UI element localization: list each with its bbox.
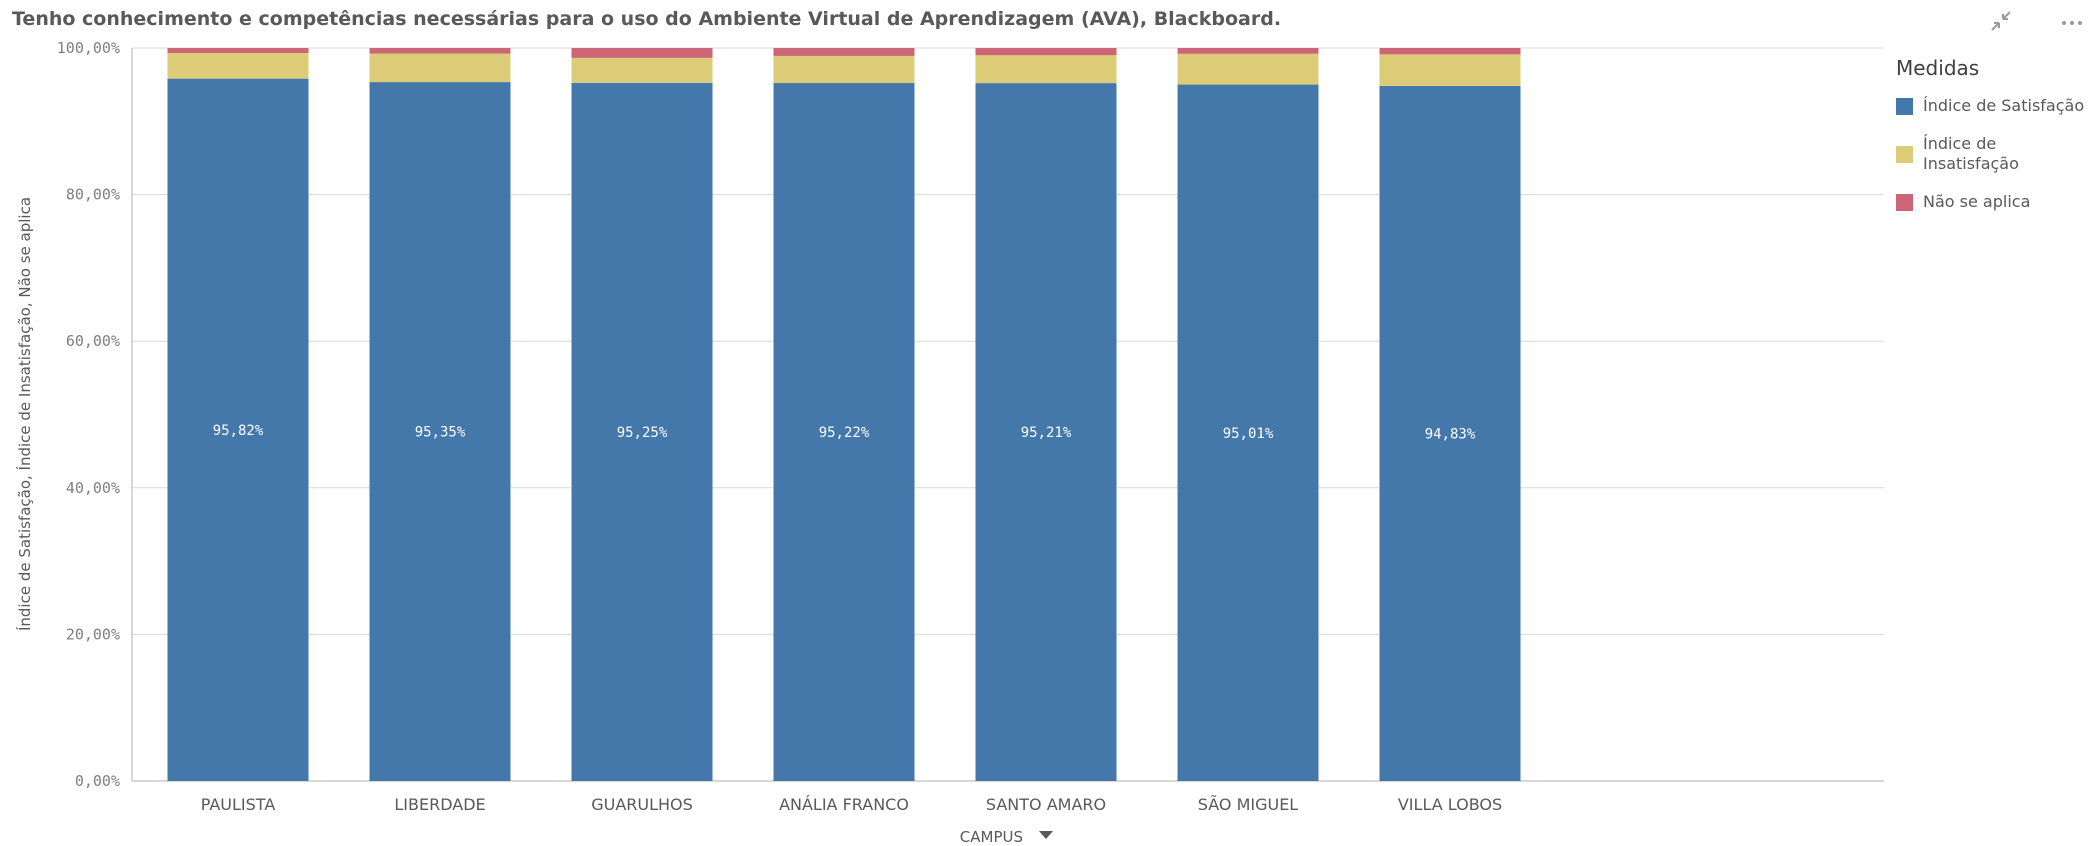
- legend: Medidas Índice de Satisfação Índice de I…: [1896, 56, 2091, 230]
- y-tick-label: 80,00%: [66, 186, 120, 204]
- legend-item-insatisfacao[interactable]: Índice de Insatisfação: [1896, 134, 2091, 174]
- bar-segment[interactable]: [773, 55, 915, 84]
- y-tick-label: 60,00%: [66, 332, 120, 350]
- x-tick-label: PAULISTA: [201, 795, 276, 814]
- y-tick-label: 40,00%: [66, 479, 120, 497]
- bar-segment[interactable]: [1379, 85, 1521, 781]
- bar-segment[interactable]: [167, 48, 309, 53]
- more-options-icon[interactable]: [2058, 8, 2088, 36]
- bar-segment[interactable]: [167, 78, 309, 781]
- legend-swatch: [1896, 193, 1913, 211]
- bar-segment[interactable]: [975, 55, 1117, 84]
- bar-segment[interactable]: [1379, 48, 1521, 55]
- legend-label: Não se aplica: [1923, 192, 2031, 211]
- x-axis-title: CAMPUS: [960, 828, 1023, 846]
- caret-down-icon[interactable]: [1039, 831, 1053, 839]
- bar-segment[interactable]: [1177, 84, 1319, 781]
- legend-swatch: [1896, 97, 1913, 115]
- y-tick-label: 0,00%: [75, 772, 120, 790]
- data-label: 95,35%: [415, 425, 466, 441]
- bar-segment[interactable]: [975, 83, 1117, 781]
- data-label: 95,01%: [1223, 426, 1274, 442]
- x-tick-label: ANÁLIA FRANCO: [779, 795, 909, 814]
- bar-segment[interactable]: [571, 57, 713, 83]
- bar-segment[interactable]: [369, 48, 511, 54]
- data-label: 95,21%: [1021, 425, 1072, 441]
- y-tick-label: 100,00%: [57, 39, 120, 57]
- x-tick-label: GUARULHOS: [591, 795, 693, 814]
- y-tick-label: 20,00%: [66, 625, 120, 643]
- legend-swatch: [1896, 145, 1913, 163]
- bar-segment[interactable]: [1379, 54, 1521, 86]
- bar-segment[interactable]: [369, 53, 511, 83]
- legend-item-nao-se-aplica[interactable]: Não se aplica: [1896, 192, 2091, 212]
- x-tick-label: SANTO AMARO: [986, 795, 1106, 814]
- x-axis-title-group[interactable]: CAMPUS: [960, 828, 1053, 846]
- legend-title: Medidas: [1896, 56, 1980, 80]
- legend-label: Índice de Satisfação: [1923, 96, 2085, 115]
- data-label: 95,22%: [819, 425, 870, 441]
- bar-segment[interactable]: [1177, 53, 1319, 85]
- chart-title: Tenho conhecimento e competências necess…: [12, 8, 1282, 30]
- bar-segment[interactable]: [773, 83, 915, 781]
- bar-segment[interactable]: [773, 48, 915, 56]
- x-tick-label: VILLA LOBOS: [1398, 795, 1502, 814]
- data-label: 94,83%: [1425, 426, 1476, 442]
- bar-segment[interactable]: [369, 82, 511, 782]
- tick-labels: 0,00% 20,00% 40,00% 60,00% 80,00% 100,00% PAUL…: [57, 39, 1502, 814]
- bars: 95,82% 95,35% 95,25% 95,22% 95,21% 95,01% 94,8…: [167, 48, 1521, 782]
- x-tick-label: SÃO MIGUEL: [1198, 795, 1299, 814]
- collapse-arrows-icon[interactable]: [1986, 8, 2016, 36]
- bar-segment[interactable]: [571, 48, 713, 58]
- data-label: 95,25%: [617, 425, 668, 441]
- bar-segment[interactable]: [975, 48, 1117, 56]
- bar-segment[interactable]: [1177, 48, 1319, 54]
- data-label: 95,82%: [213, 423, 264, 439]
- bar-segment[interactable]: [571, 82, 713, 781]
- x-tick-label: LIBERDADE: [394, 795, 485, 814]
- y-axis-title: Índice de Satisfação, Índice de Insatisf…: [15, 197, 34, 631]
- legend-label: Índice de Insatisfação: [1923, 134, 2019, 173]
- legend-item-satisfacao[interactable]: Índice de Satisfação: [1896, 96, 2091, 116]
- bar-segment[interactable]: [167, 52, 309, 79]
